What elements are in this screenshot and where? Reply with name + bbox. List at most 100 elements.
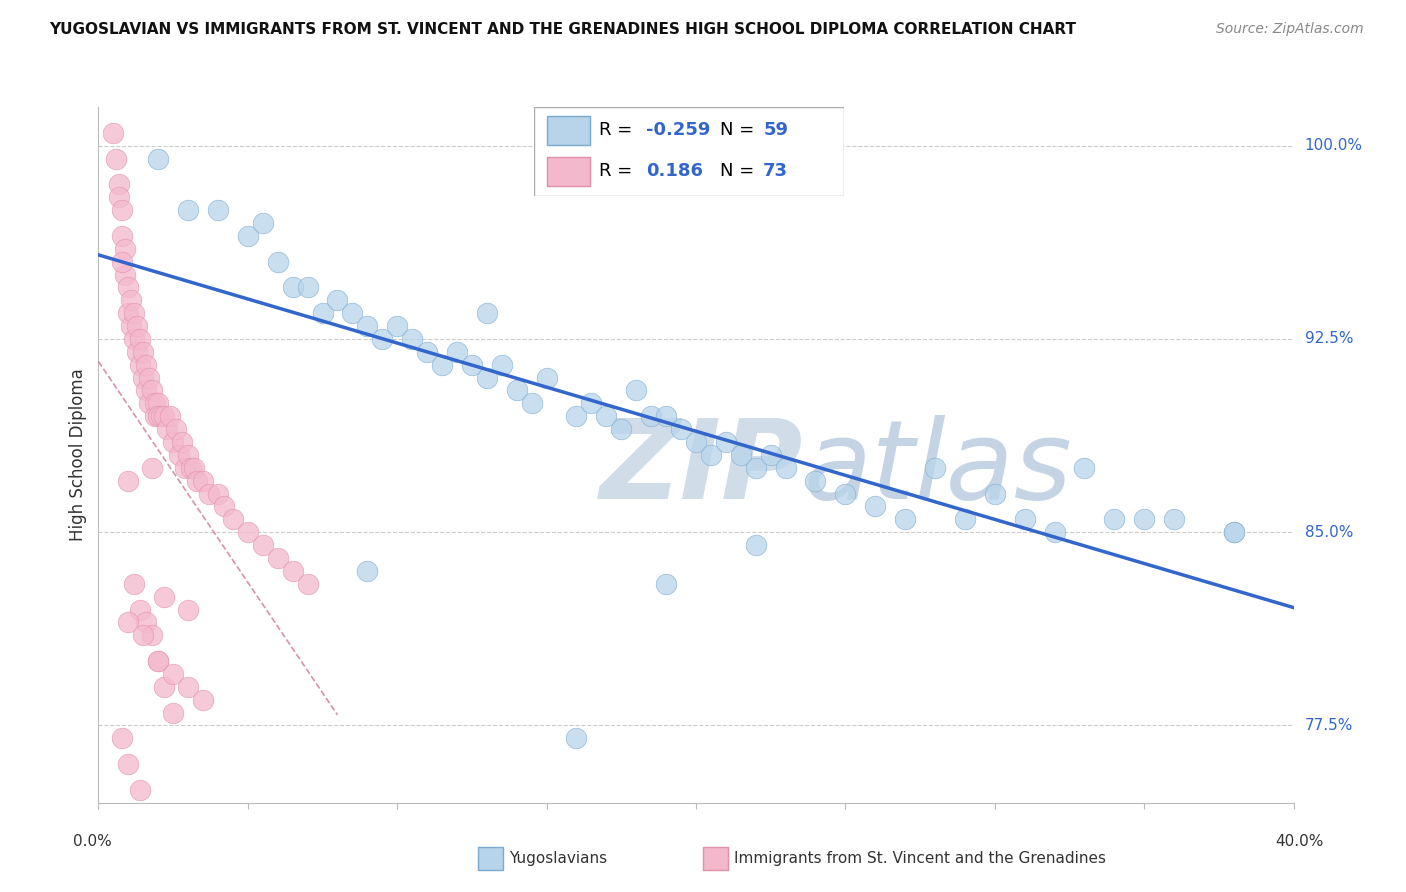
Text: Immigrants from St. Vincent and the Grenadines: Immigrants from St. Vincent and the Gren… [734, 851, 1107, 865]
Point [371, 332, 394, 346]
Point [124, 332, 146, 346]
Point [520, 396, 543, 410]
Point [685, 435, 707, 450]
Point [162, 435, 184, 450]
Point [153, 409, 176, 424]
Point [252, 216, 274, 230]
Text: atlas: atlas [804, 416, 1073, 523]
Point [180, 460, 202, 475]
Point [834, 486, 856, 500]
Point [207, 486, 229, 500]
Point [953, 512, 976, 526]
Point [385, 319, 409, 334]
Point [148, 152, 170, 166]
Point [177, 203, 200, 218]
Point [297, 280, 319, 294]
Point [132, 344, 155, 359]
Point [135, 384, 157, 398]
Point [655, 409, 678, 424]
Point [640, 409, 662, 424]
Text: Yugoslavians: Yugoslavians [509, 851, 607, 865]
Point [111, 228, 134, 243]
Point [108, 178, 131, 192]
Point [236, 228, 259, 243]
Point [356, 319, 378, 334]
Point [212, 500, 235, 514]
Point [186, 474, 208, 488]
Point [111, 203, 134, 218]
Text: Source: ZipAtlas.com: Source: ZipAtlas.com [1216, 22, 1364, 37]
Text: N =: N = [720, 162, 759, 180]
Point [506, 384, 529, 398]
Point [135, 358, 157, 372]
Text: 0.0%: 0.0% [73, 834, 112, 849]
Point [156, 422, 179, 436]
Point [124, 306, 146, 320]
Y-axis label: High School Diploma: High School Diploma [69, 368, 87, 541]
Text: 92.5%: 92.5% [1305, 332, 1353, 346]
Point [117, 280, 139, 294]
Point [177, 680, 200, 694]
Point [401, 332, 423, 346]
Point [461, 358, 484, 372]
Point [117, 757, 139, 772]
Point [1043, 525, 1066, 540]
Point [129, 332, 152, 346]
Text: 100.0%: 100.0% [1305, 138, 1362, 153]
Point [138, 396, 160, 410]
Point [167, 448, 190, 462]
Point [105, 152, 128, 166]
Point [111, 731, 134, 746]
Point [267, 254, 290, 268]
Point [132, 628, 155, 642]
Point [581, 396, 603, 410]
Point [595, 409, 617, 424]
Point [745, 460, 768, 475]
Point [297, 576, 319, 591]
Text: R =: R = [599, 121, 638, 139]
Point [804, 474, 827, 488]
Point [108, 190, 131, 204]
Point [148, 409, 170, 424]
Point [924, 460, 946, 475]
Point [565, 731, 588, 746]
Point [177, 448, 200, 462]
Text: -0.259: -0.259 [645, 121, 710, 139]
Point [655, 576, 678, 591]
Point [177, 602, 200, 616]
Point [281, 564, 304, 578]
Text: 59: 59 [763, 121, 789, 139]
Point [1073, 460, 1095, 475]
Point [610, 422, 633, 436]
Point [129, 602, 152, 616]
Point [475, 306, 498, 320]
Point [222, 512, 245, 526]
Point [267, 551, 290, 566]
Point [162, 667, 184, 681]
Point [236, 525, 259, 540]
Point [183, 460, 205, 475]
Point [1223, 525, 1246, 540]
Point [1104, 512, 1126, 526]
Point [129, 783, 152, 797]
Point [150, 409, 173, 424]
Point [356, 564, 378, 578]
Point [207, 203, 229, 218]
Point [120, 293, 142, 308]
Point [174, 460, 197, 475]
Point [669, 422, 692, 436]
Point [117, 615, 139, 630]
Point [114, 268, 136, 282]
Text: YUGOSLAVIAN VS IMMIGRANTS FROM ST. VINCENT AND THE GRENADINES HIGH SCHOOL DIPLOM: YUGOSLAVIAN VS IMMIGRANTS FROM ST. VINCE… [49, 22, 1076, 37]
Point [143, 409, 166, 424]
Point [983, 486, 1005, 500]
Point [430, 358, 453, 372]
Point [153, 590, 176, 604]
Point [103, 126, 125, 140]
Point [120, 319, 142, 334]
Text: R =: R = [599, 162, 638, 180]
Point [117, 306, 139, 320]
Point [165, 422, 187, 436]
Point [143, 396, 166, 410]
Point [148, 654, 170, 668]
